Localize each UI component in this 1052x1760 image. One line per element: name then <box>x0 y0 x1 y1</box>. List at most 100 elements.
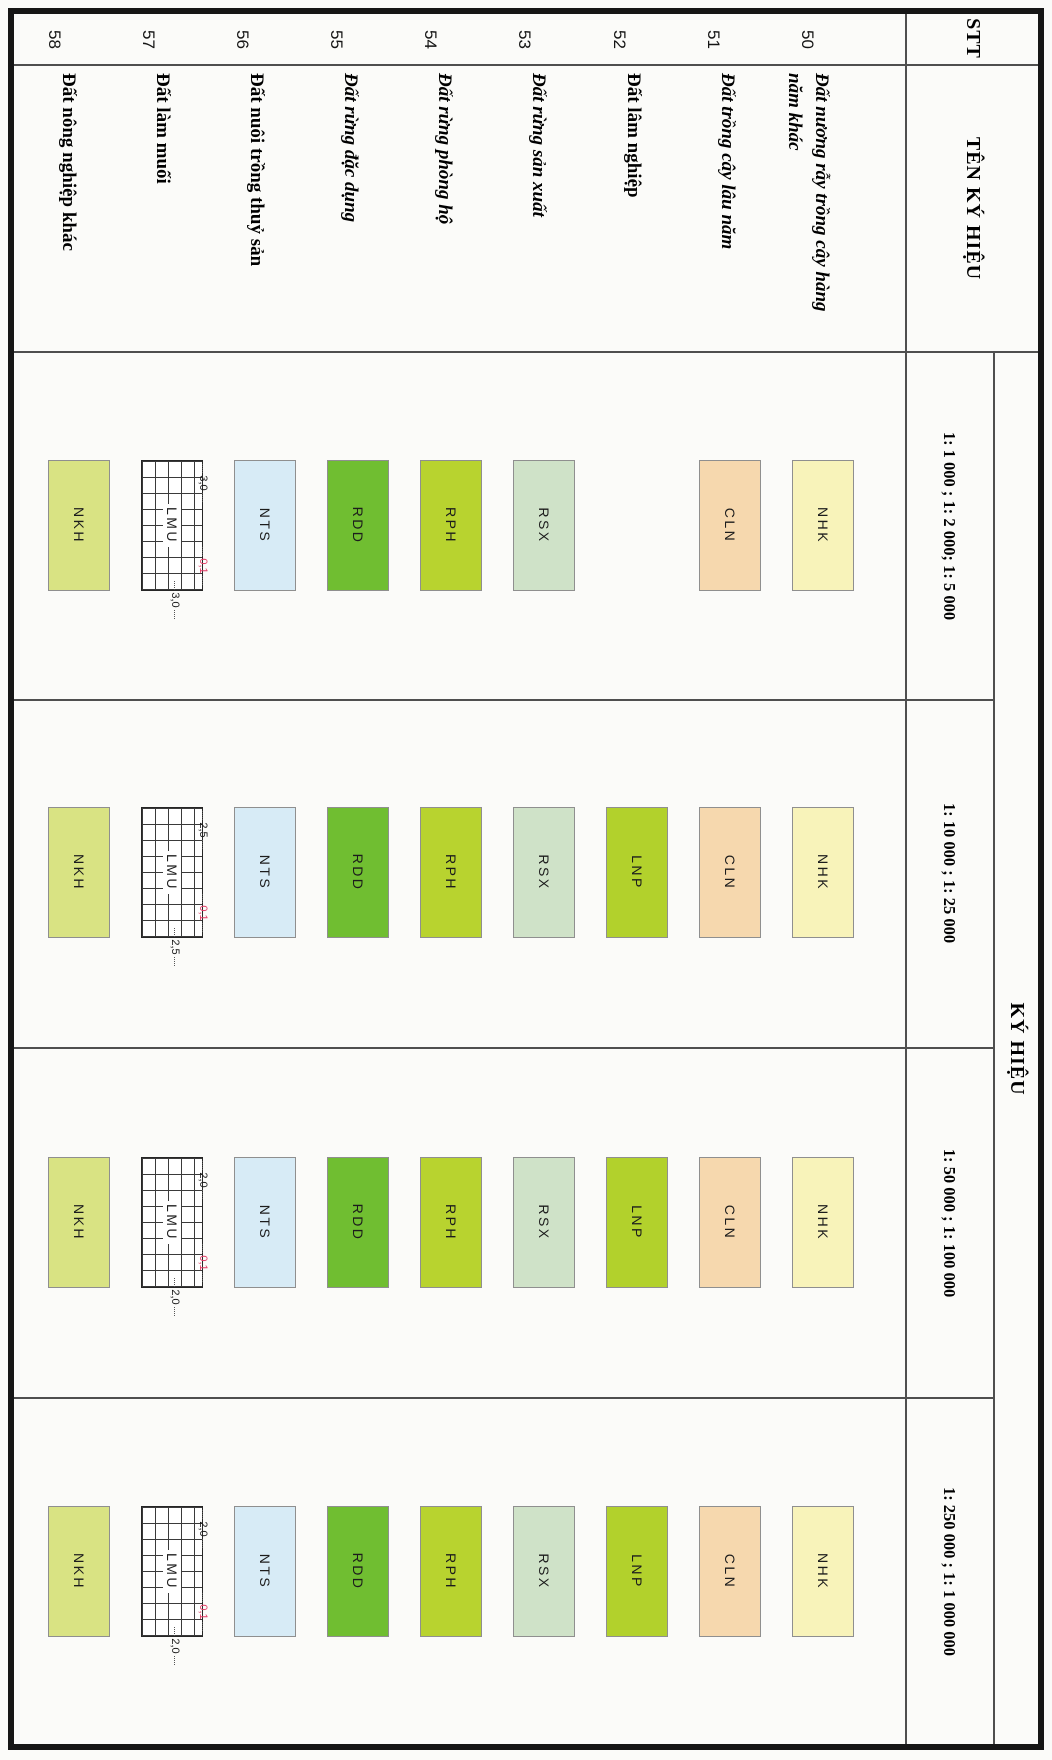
legend-swatch: NTS <box>234 460 296 591</box>
code-wrap: RSX <box>515 1158 573 1287</box>
land-code-label: NKH <box>71 506 87 545</box>
legend-swatch: NKH <box>48 807 110 938</box>
legend-swatch: RDD <box>327 1157 389 1288</box>
code-wrap: NKH <box>50 461 108 590</box>
code-wrap: RPH <box>422 1158 480 1287</box>
land-code-label: RDD <box>350 1552 366 1591</box>
grid-line <box>14 351 1038 353</box>
dimension-label: 2,0 <box>196 1508 210 1550</box>
land-code-label: NKH <box>71 1203 87 1242</box>
dimension-label: 0,1 <box>196 545 210 587</box>
row-number: 55 <box>327 30 346 49</box>
legend-swatch: RDD <box>327 460 389 591</box>
legend-swatch: RPH <box>420 1157 482 1288</box>
code-wrap: NTS <box>236 1507 294 1636</box>
row-number: 51 <box>704 30 723 49</box>
code-wrap: LMU <box>143 1507 201 1636</box>
code-wrap: NKH <box>50 1158 108 1287</box>
legend-swatch: NKH <box>48 460 110 591</box>
dimension-label: 2,0 <box>196 1159 210 1201</box>
code-wrap: NHK <box>794 1158 852 1287</box>
land-code-label: NKH <box>71 853 87 892</box>
land-code-label: RPH <box>443 1203 459 1242</box>
legend-swatch: NTS <box>234 807 296 938</box>
legend-swatch: NTS <box>234 1157 296 1288</box>
legend-swatch: RSX <box>513 1506 575 1637</box>
land-code-label: CLN <box>722 1553 738 1590</box>
scale-header-1: 1: 1 000 ; 1: 2 000; 1: 5 000 <box>940 431 959 621</box>
code-wrap: LNP <box>608 1507 666 1636</box>
row-number: 52 <box>610 30 629 49</box>
scale-header-2: 1: 10 000 ; 1: 25 000 <box>940 802 959 944</box>
land-code-label: CLN <box>722 854 738 891</box>
grid-line <box>993 351 995 1744</box>
land-code-label: RSX <box>536 1204 552 1241</box>
code-wrap: RDD <box>329 461 387 590</box>
code-wrap: NTS <box>236 1158 294 1287</box>
code-wrap: RPH <box>422 808 480 937</box>
dimension-label: 0,1 <box>196 892 210 934</box>
land-code-label: RPH <box>443 853 459 892</box>
row-number: 53 <box>515 30 534 49</box>
land-code-label: LNP <box>629 1554 645 1589</box>
code-wrap: RDD <box>329 1158 387 1287</box>
land-type-name: Đất nông nghiệp khác <box>58 73 79 251</box>
row-number: 50 <box>798 30 817 49</box>
legend-swatch: RSX <box>513 460 575 591</box>
code-wrap: LMU <box>143 1158 201 1287</box>
row-number: 54 <box>421 30 440 49</box>
land-code-label: LNP <box>629 1205 645 1240</box>
land-code-label: NHK <box>815 506 831 545</box>
land-code-label: CLN <box>722 1204 738 1241</box>
land-code-label: LMU <box>163 1200 181 1245</box>
legend-swatch: NHK <box>792 1157 854 1288</box>
lmu-grid-swatch: LMU <box>141 1157 203 1288</box>
land-code-label: NTS <box>257 1553 273 1590</box>
dimension-label: 2,5 <box>196 809 210 851</box>
legend-swatch: RPH <box>420 807 482 938</box>
dimension-label: 3,0 <box>196 462 210 504</box>
code-wrap: RDD <box>329 808 387 937</box>
legend-swatch: CLN <box>699 1506 761 1637</box>
legend-swatch: NHK <box>792 1506 854 1637</box>
land-code-label: RPH <box>443 1552 459 1591</box>
land-code-label: RDD <box>350 853 366 892</box>
legend-swatch: RSX <box>513 1157 575 1288</box>
land-code-label: LMU <box>163 1549 181 1594</box>
code-wrap: NHK <box>794 1507 852 1636</box>
table-border <box>8 8 1044 1750</box>
code-wrap: LMU <box>143 461 201 590</box>
legend-swatch: RDD <box>327 1506 389 1637</box>
dimension-label: 2,0 <box>168 1276 182 1318</box>
land-code-label: NTS <box>257 507 273 544</box>
land-code-label: NHK <box>815 1552 831 1591</box>
legend-swatch: NTS <box>234 1506 296 1637</box>
land-code-label: RDD <box>350 506 366 545</box>
legend-swatch: NHK <box>792 460 854 591</box>
legend-swatch: LNP <box>606 1506 668 1637</box>
land-code-label: NTS <box>257 1204 273 1241</box>
code-wrap: CLN <box>701 808 759 937</box>
grid-line <box>14 699 994 701</box>
land-code-label: NHK <box>815 853 831 892</box>
land-type-name: Đất rừng phòng hộ <box>434 73 455 225</box>
scale-header-3: 1: 50 000 ; 1: 100 000 <box>940 1148 959 1298</box>
land-type-name: Đất làm muối <box>152 73 173 184</box>
dimension-label: 2,0 <box>168 1625 182 1667</box>
land-type-name: Đất rừng đặc dụng <box>340 73 361 223</box>
scale-header-4: 1: 250 000 ; 1: 1 000 000 <box>940 1486 959 1657</box>
land-type-name: Đất trồng cây lâu năm <box>717 73 738 250</box>
dimension-label: 0,1 <box>196 1591 210 1633</box>
legend-swatch: CLN <box>699 1157 761 1288</box>
grid-line <box>905 14 907 1744</box>
legend-swatch: NKH <box>48 1157 110 1288</box>
legend-swatch: LNP <box>606 1157 668 1288</box>
legend-swatch: NHK <box>792 807 854 938</box>
row-number: 56 <box>233 30 252 49</box>
row-number: 57 <box>139 30 158 49</box>
legend-swatch: RPH <box>420 1506 482 1637</box>
land-code-label: LNP <box>629 855 645 890</box>
code-wrap: NKH <box>50 1507 108 1636</box>
code-wrap: LNP <box>608 808 666 937</box>
